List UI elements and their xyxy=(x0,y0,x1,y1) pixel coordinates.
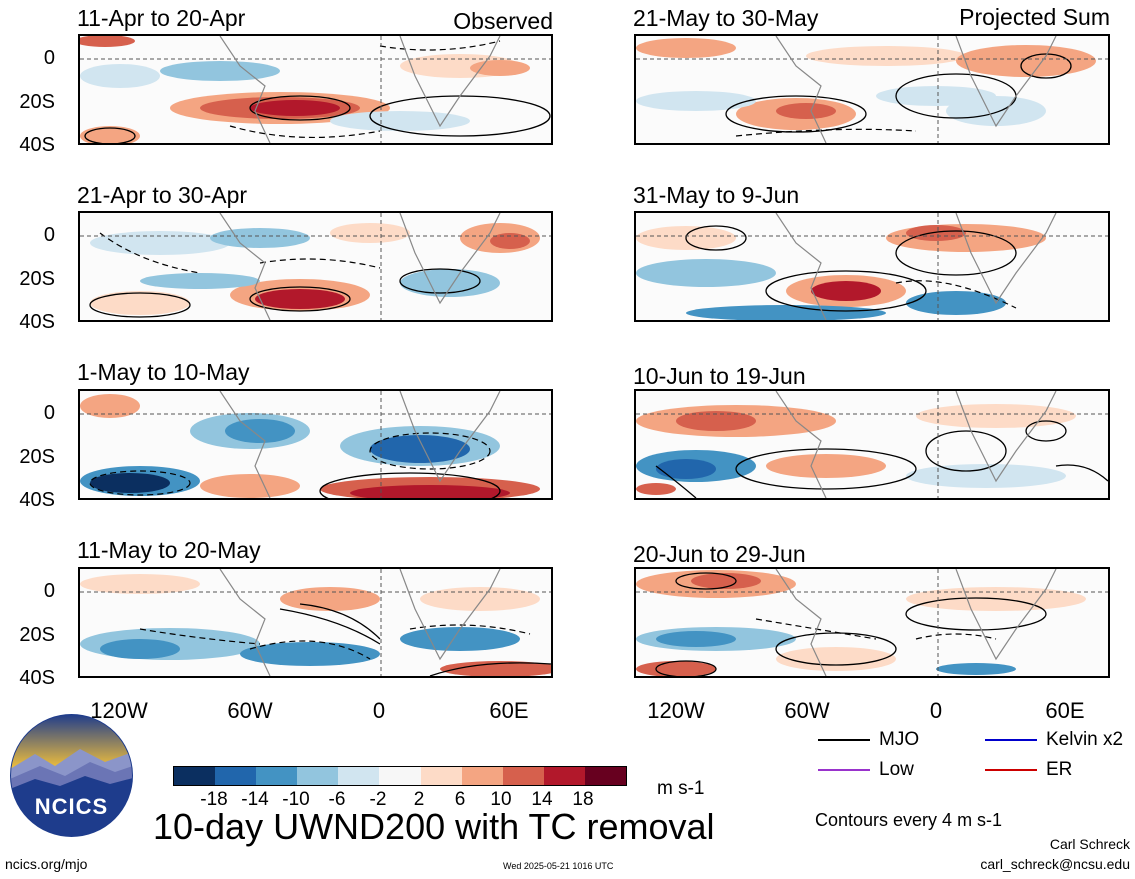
lat-label-0: 0 xyxy=(43,224,55,246)
panel-title-4: 11-May to 20-May xyxy=(77,537,261,563)
map-panel-7 xyxy=(634,389,1110,500)
lon-label-0: 0 xyxy=(929,698,943,723)
lat-label-0: 0 xyxy=(43,47,55,69)
colorbar-tick: -18 xyxy=(200,789,228,810)
observed-label: Observed xyxy=(453,8,553,34)
lon-label-120w: 120W xyxy=(90,698,148,723)
main-title: 10-day UWND200 with TC removal xyxy=(153,806,715,847)
lat-label-20s: 20S xyxy=(19,446,55,468)
map-panel-4 xyxy=(78,567,553,678)
panel-title-8: 20-Jun to 29-Jun xyxy=(633,541,806,567)
colorbar-unit: m s-1 xyxy=(657,778,705,799)
colorbar-swatch xyxy=(461,767,503,785)
lon-label-60w: 60W xyxy=(227,698,273,723)
lat-label-40s: 40S xyxy=(19,311,55,333)
footer-author: Carl Schreck xyxy=(1049,836,1130,852)
footer-timestamp: Wed 2025-05-21 1016 UTC xyxy=(503,861,614,871)
colorbar-swatch xyxy=(338,767,380,785)
map-panel-8 xyxy=(634,567,1110,678)
colorbar-swatch xyxy=(502,767,544,785)
footer-url[interactable]: ncics.org/mjo xyxy=(5,856,88,872)
ncics-logo: NCICS xyxy=(10,714,133,837)
lat-label-20s: 20S xyxy=(19,624,55,646)
legend-label-mjo: MJO xyxy=(879,729,920,750)
colorbar-tick: -10 xyxy=(282,789,310,810)
panel-title-6: 31-May to 9-Jun xyxy=(633,182,800,208)
colorbar-tick: 2 xyxy=(413,789,425,810)
colorbar-tick: 18 xyxy=(572,789,594,810)
legend-line-mjo xyxy=(818,739,870,741)
legend-line-er xyxy=(985,769,1037,771)
lon-label-0: 0 xyxy=(372,698,386,723)
colorbar-swatch xyxy=(256,767,298,785)
logo-text: NCICS xyxy=(34,794,109,819)
colorbar-tick: -6 xyxy=(328,789,346,810)
panel-title-3: 1-May to 10-May xyxy=(77,359,250,385)
lat-label-40s: 40S xyxy=(19,667,55,689)
legend-label-low: Low xyxy=(879,759,914,780)
colorbar-swatch xyxy=(215,767,257,785)
colorbar-swatch xyxy=(584,767,627,785)
colorbar-tick: 14 xyxy=(531,789,553,810)
lat-label-20s: 20S xyxy=(19,268,55,290)
colorbar-tick: -2 xyxy=(369,789,387,810)
panel-title-2: 21-Apr to 30-Apr xyxy=(77,182,248,208)
panel-title-1: 11-Apr to 20-Apr xyxy=(77,5,246,31)
legend-line-kelvin xyxy=(985,739,1037,741)
colorbar-swatch xyxy=(174,767,216,785)
lat-label-0: 0 xyxy=(43,580,55,602)
lat-label-0: 0 xyxy=(43,402,55,424)
projected-sum-label: Projected Sum xyxy=(959,4,1110,30)
colorbar xyxy=(173,766,627,786)
map-panel-2 xyxy=(78,211,553,322)
colorbar-swatch xyxy=(420,767,462,785)
colorbar-swatch xyxy=(297,767,339,785)
colorbar-tick: -14 xyxy=(241,789,269,810)
colorbar-swatch xyxy=(379,767,421,785)
colorbar-tick: 6 xyxy=(454,789,466,810)
lat-label-20s: 20S xyxy=(19,91,55,113)
legend-label-er: ER xyxy=(1046,759,1073,780)
lon-label-120w: 120W xyxy=(647,698,705,723)
colorbar-swatch xyxy=(543,767,585,785)
lat-label-40s: 40S xyxy=(19,489,55,511)
lon-label-60w: 60W xyxy=(784,698,830,723)
lon-label-60e: 60E xyxy=(1045,698,1085,723)
panel-title-7: 10-Jun to 19-Jun xyxy=(633,363,806,389)
map-panel-6 xyxy=(634,211,1110,322)
lat-label-40s: 40S xyxy=(19,134,55,156)
lon-label-60e: 60E xyxy=(489,698,529,723)
map-panel-3 xyxy=(78,389,553,500)
map-panel-1 xyxy=(78,34,553,145)
legend-line-low xyxy=(818,769,870,771)
colorbar-tick: 10 xyxy=(490,789,512,810)
footer-email[interactable]: carl_schreck@ncsu.edu xyxy=(980,856,1130,872)
map-panel-5 xyxy=(634,34,1110,145)
panel-title-5: 21-May to 30-May xyxy=(633,5,819,31)
legend-label-kelvin: Kelvin x2 xyxy=(1046,729,1124,750)
contour-note: Contours every 4 m s-1 xyxy=(815,810,1003,830)
